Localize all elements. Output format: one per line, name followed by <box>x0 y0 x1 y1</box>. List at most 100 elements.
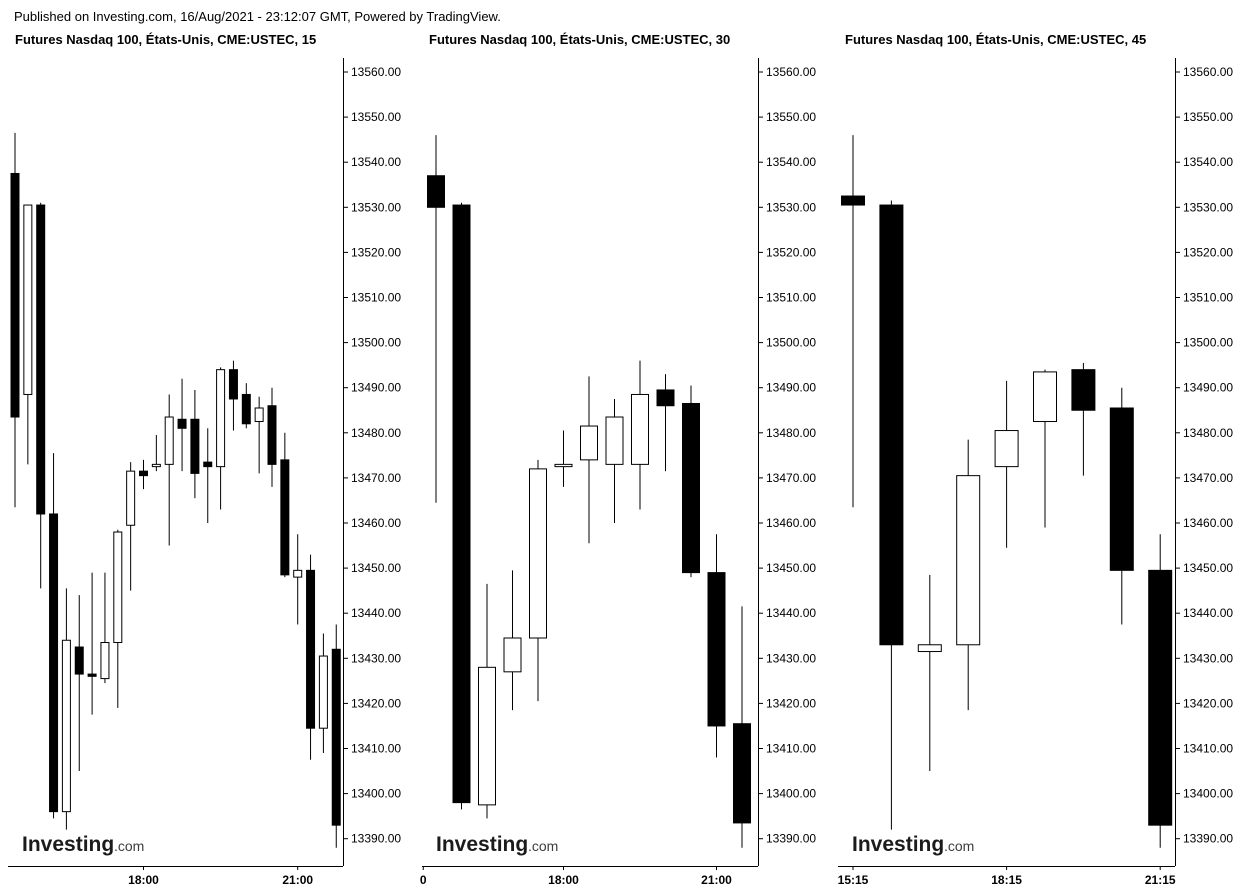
candle-down <box>452 204 471 804</box>
investing-logo: Investing .com <box>22 833 144 856</box>
price-tick-label: 13500.00 <box>351 336 401 350</box>
price-tick-label: 13550.00 <box>1183 110 1233 124</box>
candle-down <box>879 204 904 646</box>
time-tick-label: 18:00 <box>548 873 579 887</box>
price-tick-label: 13450.00 <box>351 561 401 575</box>
candle-down <box>331 648 341 826</box>
candle-down <box>203 461 213 468</box>
price-tick-label: 13490.00 <box>1183 381 1233 395</box>
price-tick-label: 13460.00 <box>351 516 401 530</box>
price-tick-label: 13470.00 <box>351 471 401 485</box>
price-tick-label: 13540.00 <box>766 155 816 169</box>
time-tick-label: 18:00 <box>128 873 159 887</box>
price-tick-label: 13410.00 <box>351 742 401 756</box>
candle-down <box>427 175 445 208</box>
price-tick-label: 13450.00 <box>1183 561 1233 575</box>
price-tick-label: 13530.00 <box>766 200 816 214</box>
price-tick-label: 13520.00 <box>351 245 401 259</box>
chart-panel-15: 13560.00 13550.00 13540.00 13530.00 13520.00… <box>8 58 401 887</box>
candle-up <box>151 463 161 468</box>
candle-up <box>605 416 624 465</box>
price-tick-label: 13390.00 <box>351 832 401 846</box>
price-tick-label: 13560.00 <box>766 65 816 79</box>
price-tick-label: 13490.00 <box>351 381 401 395</box>
price-tick-label: 13530.00 <box>351 200 401 214</box>
candle-up <box>529 468 547 639</box>
price-tick-label: 13430.00 <box>1183 651 1233 665</box>
candle-down <box>1071 369 1096 411</box>
price-tick-label: 13420.00 <box>1183 696 1233 710</box>
price-tick-label: 13480.00 <box>766 426 816 440</box>
candle-up <box>956 475 981 646</box>
logo-text: Investing <box>22 833 114 856</box>
candle-down <box>280 459 290 576</box>
chart-panel-30: 13560.00 13550.00 13540.00 13530.00 13520.00… <box>420 58 816 887</box>
candle-up <box>100 642 110 680</box>
candle-up <box>61 639 71 813</box>
price-tick-label: 13560.00 <box>1183 65 1233 79</box>
price-tick-label: 13460.00 <box>1183 516 1233 530</box>
candle-up <box>23 204 33 395</box>
candle-up <box>318 655 328 729</box>
candle-down <box>36 204 46 515</box>
candle-down <box>74 646 84 675</box>
price-tick-label: 13560.00 <box>351 65 401 79</box>
chart-title-15: Futures Nasdaq 100, États-Unis, CME:USTE… <box>15 32 317 47</box>
candle-up <box>113 531 123 644</box>
price-tick-label: 13510.00 <box>1183 291 1233 305</box>
candle-down <box>1109 407 1134 571</box>
price-tick-label: 13420.00 <box>351 696 401 710</box>
investing-logo: Investing .com <box>436 833 558 856</box>
candle-down <box>241 393 251 425</box>
candle-up <box>254 407 264 423</box>
time-tick-label: 15:15 <box>838 873 869 887</box>
candle-down <box>139 470 148 477</box>
candle-up <box>580 425 598 461</box>
candle-up <box>216 369 226 468</box>
candle-up <box>994 430 1019 468</box>
logo-suffix: .com <box>114 838 144 854</box>
price-tick-label: 13430.00 <box>766 651 816 665</box>
price-tick-label: 13510.00 <box>351 291 401 305</box>
price-tick-label: 13520.00 <box>766 245 816 259</box>
time-tick-label: 21:15 <box>1145 873 1176 887</box>
candle-down <box>656 389 675 407</box>
candle-down <box>733 723 751 824</box>
published-caption: Published on Investing.com, 16/Aug/2021 … <box>14 9 501 24</box>
price-tick-label: 13500.00 <box>766 336 816 350</box>
logo-text: Investing <box>852 833 944 856</box>
price-tick-label: 13400.00 <box>1183 787 1233 801</box>
price-tick-label: 13530.00 <box>1183 200 1233 214</box>
candle-down <box>177 418 187 429</box>
price-tick-label: 13470.00 <box>766 471 816 485</box>
price-tick-label: 13450.00 <box>766 561 816 575</box>
candle-down <box>87 673 97 677</box>
price-tick-label: 13550.00 <box>351 110 401 124</box>
price-tick-label: 13410.00 <box>766 742 816 756</box>
candle-down <box>707 572 726 727</box>
candle-down <box>306 569 316 729</box>
price-tick-label: 13540.00 <box>351 155 401 169</box>
candle-up <box>917 644 942 653</box>
price-tick-label: 13440.00 <box>766 606 816 620</box>
candle-down <box>1148 569 1173 826</box>
chart-title-45: Futures Nasdaq 100, États-Unis, CME:USTE… <box>845 32 1147 47</box>
candle-up <box>503 637 522 673</box>
candle-up <box>631 393 649 465</box>
price-tick-label: 13500.00 <box>1183 336 1233 350</box>
price-tick-label: 13460.00 <box>766 516 816 530</box>
candle-up <box>293 569 303 578</box>
candle-down <box>49 513 59 813</box>
price-tick-label: 13510.00 <box>766 291 816 305</box>
logo-text: Investing <box>436 833 528 856</box>
price-tick-label: 13550.00 <box>766 110 816 124</box>
price-tick-label: 13430.00 <box>351 651 401 665</box>
logo-suffix: .com <box>528 838 558 854</box>
price-tick-label: 13440.00 <box>1183 606 1233 620</box>
candle-down <box>10 172 20 418</box>
candle-up <box>478 666 496 806</box>
price-tick-label: 13480.00 <box>351 426 401 440</box>
price-tick-label: 13400.00 <box>766 787 816 801</box>
price-tick-label: 13400.00 <box>351 787 401 801</box>
price-tick-label: 13470.00 <box>1183 471 1233 485</box>
